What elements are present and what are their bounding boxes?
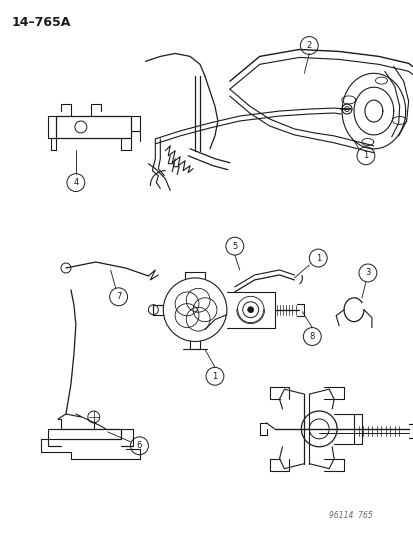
Text: 96114  765: 96114 765 (328, 511, 372, 520)
Text: 14–765A: 14–765A (11, 15, 71, 29)
Text: 4: 4 (73, 178, 78, 187)
Text: 6: 6 (136, 441, 142, 450)
Text: 1: 1 (363, 151, 368, 160)
Text: 2: 2 (306, 41, 311, 50)
Text: 3: 3 (364, 269, 370, 278)
Text: 8: 8 (309, 332, 314, 341)
Text: 7: 7 (116, 292, 121, 301)
Text: 1: 1 (212, 372, 217, 381)
Text: 1: 1 (315, 254, 320, 263)
Circle shape (247, 306, 253, 313)
Text: 5: 5 (232, 241, 237, 251)
